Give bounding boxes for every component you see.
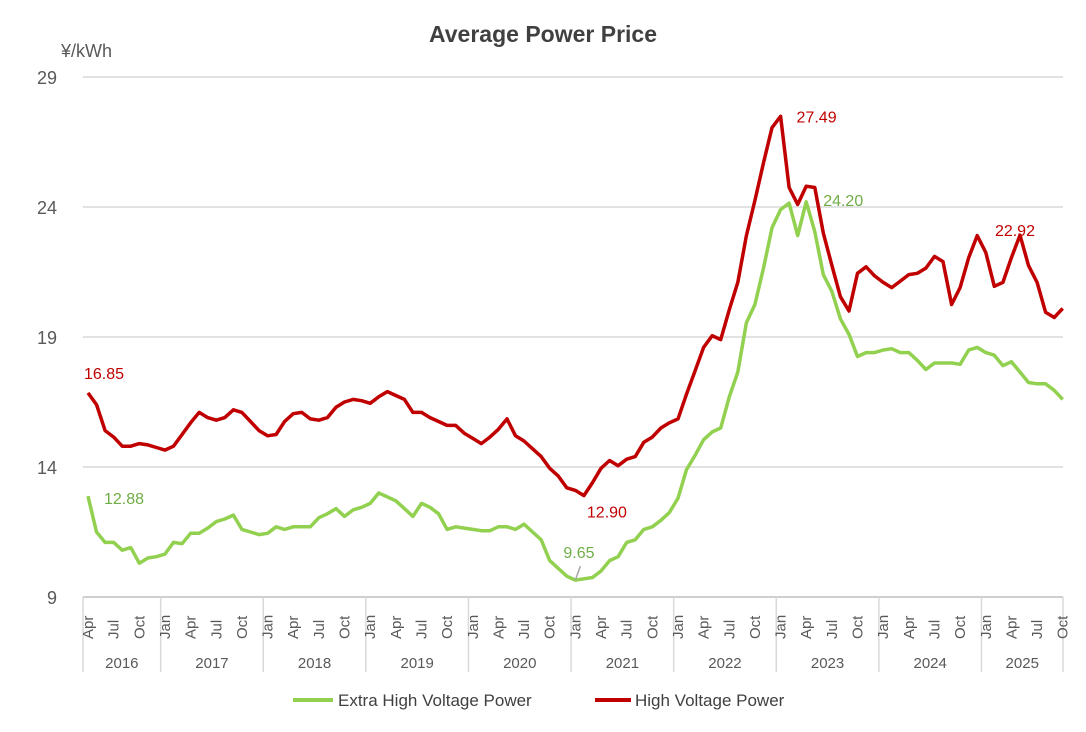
month-tick-label: Oct — [234, 615, 251, 639]
data-label: 22.92 — [995, 223, 1035, 240]
month-tick-label: Jan — [773, 615, 790, 639]
month-tick-label: Apr — [696, 616, 713, 639]
month-tick-label: Oct — [747, 615, 764, 639]
legend-item-extra-high-voltage[interactable]: Extra High Voltage Power — [293, 691, 532, 710]
month-tick-label: Jul — [1029, 620, 1046, 639]
data-label: 16.85 — [84, 366, 124, 383]
month-tick-label: Apr — [490, 616, 507, 639]
data-labels: 12.88 9.65 24.20 16.85 12.90 27.49 22.92 — [84, 109, 1035, 581]
month-tick-label: Jan — [362, 615, 379, 639]
x-axis: 2016 2017 2018 2019 2020 2021 2022 2023 2024 2025… — [80, 596, 1072, 672]
month-tick-label: Oct — [1055, 615, 1072, 639]
month-tick-label: Jul — [413, 620, 430, 639]
month-tick-label: Jul — [721, 620, 738, 639]
month-tick-label: Apr — [798, 616, 815, 639]
legend-label-high-voltage: High Voltage Power — [635, 691, 785, 710]
year-label: 2017 — [195, 655, 228, 672]
month-tick-label: Jan — [875, 615, 892, 639]
year-label: 2025 — [1006, 655, 1039, 672]
month-tick-label: Apr — [285, 616, 302, 639]
month-tick-label: Oct — [439, 615, 456, 639]
year-label: 2021 — [606, 655, 639, 672]
month-tick-label: Jan — [978, 615, 995, 639]
y-tick-label: 24 — [37, 198, 57, 218]
year-label: 2022 — [708, 655, 741, 672]
month-tick-label: Jul — [619, 620, 636, 639]
data-label: 27.49 — [797, 109, 837, 126]
series-lines — [86, 114, 1064, 582]
month-tick-label: Jan — [567, 615, 584, 639]
legend-item-high-voltage[interactable]: High Voltage Power — [595, 691, 785, 710]
month-tick-label: Apr — [593, 616, 610, 639]
month-tick-label: Oct — [542, 615, 559, 639]
data-label: 12.88 — [104, 491, 144, 508]
year-label: 2018 — [298, 655, 331, 672]
month-tick-label: Jan — [157, 615, 174, 639]
y-axis: 9 14 19 24 29 — [37, 68, 57, 608]
month-tick-label: Jul — [311, 620, 328, 639]
month-tick-label: Apr — [388, 616, 405, 639]
month-tick-label: Jul — [824, 620, 841, 639]
month-tick-label: Apr — [80, 616, 97, 639]
data-label-leader — [574, 565, 582, 581]
month-tick-label: Jul — [926, 620, 943, 639]
month-tick-label: Oct — [850, 615, 867, 639]
series-line-high-voltage — [86, 114, 1064, 498]
legend: Extra High Voltage Power High Voltage Po… — [293, 691, 785, 710]
chart-title: Average Power Price — [429, 21, 657, 47]
month-tick-label: Jan — [260, 615, 277, 639]
month-tick-label: Oct — [644, 615, 661, 639]
y-tick-label: 29 — [37, 68, 57, 88]
year-label: 2020 — [503, 655, 536, 672]
year-label: 2016 — [105, 655, 138, 672]
gridlines — [83, 76, 1063, 468]
data-label: 9.65 — [563, 545, 594, 562]
year-label: 2023 — [811, 655, 844, 672]
year-label: 2019 — [400, 655, 433, 672]
legend-label-extra-high-voltage: Extra High Voltage Power — [338, 691, 532, 710]
y-axis-unit-label: ¥/kWh — [60, 41, 112, 61]
month-tick-label: Jan — [670, 615, 687, 639]
month-tick-label: Apr — [183, 616, 200, 639]
month-tick-label: Oct — [952, 615, 969, 639]
data-label: 12.90 — [587, 505, 627, 522]
month-tick-label: Oct — [131, 615, 148, 639]
data-label: 24.20 — [823, 193, 863, 210]
month-tick-label: Oct — [337, 615, 354, 639]
y-tick-label: 9 — [47, 588, 57, 608]
year-label: 2024 — [913, 655, 946, 672]
month-tick-label: Jul — [516, 620, 533, 639]
series-line-extra-high-voltage — [86, 200, 1064, 582]
month-tick-label: Jul — [106, 620, 123, 639]
month-tick-label: Jan — [465, 615, 482, 639]
y-tick-label: 19 — [37, 328, 57, 348]
y-tick-label: 14 — [37, 458, 57, 478]
month-tick-label: Apr — [901, 616, 918, 639]
month-tick-label: Apr — [1003, 616, 1020, 639]
month-tick-label: Jul — [208, 620, 225, 639]
